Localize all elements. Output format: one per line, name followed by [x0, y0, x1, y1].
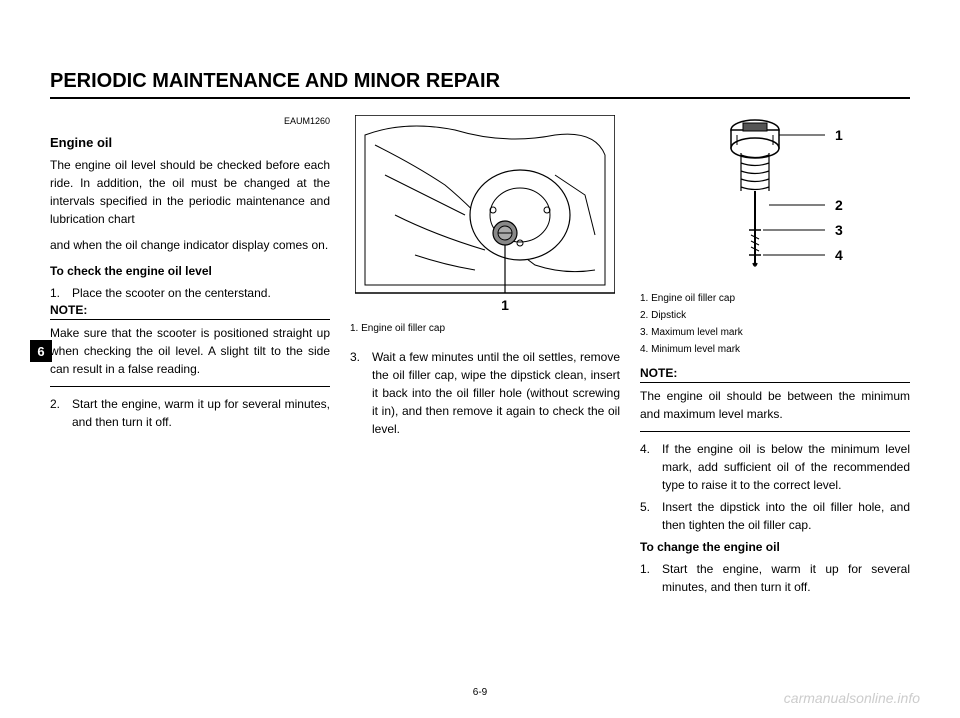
- figure-caption: 2. Dipstick: [640, 308, 910, 323]
- engine-figure: 1: [350, 115, 620, 315]
- list-number: 3.: [350, 348, 372, 438]
- column-2: 1 1. Engine oil filler cap 3. Wait a few…: [350, 115, 620, 600]
- watermark: carmanualsonline.info: [784, 690, 920, 706]
- list-item: 1. Start the engine, warm it up for seve…: [640, 560, 910, 596]
- list-text: Insert the dipstick into the oil filler …: [662, 498, 910, 534]
- list-number: 2.: [50, 395, 72, 431]
- list-number: 1.: [640, 560, 662, 596]
- note-label: NOTE:: [50, 301, 87, 319]
- subheading: To check the engine oil level: [50, 262, 330, 280]
- note-text: Make sure that the scooter is positioned…: [50, 324, 330, 378]
- list-item: 5. Insert the dipstick into the oil fill…: [640, 498, 910, 534]
- page-title: PERIODIC MAINTENANCE AND MINOR REPAIR: [50, 70, 910, 93]
- callout-label: 3: [835, 222, 843, 238]
- list-item: 4. If the engine oil is below the minimu…: [640, 440, 910, 494]
- list-text: Wait a few minutes until the oil settles…: [372, 348, 620, 438]
- list-text: Start the engine, warm it up for several…: [662, 560, 910, 596]
- list-text: If the engine oil is below the minimum l…: [662, 440, 910, 494]
- column-3: 1 2 3 4 1. Engine oil filler cap 2. Dips…: [640, 115, 910, 600]
- list-item: 1. Place the scooter on the centerstand.: [50, 284, 330, 302]
- para-text: The engine oil level should be checked b…: [50, 158, 330, 226]
- list-number: 5.: [640, 498, 662, 534]
- note-text: The engine oil should be between the min…: [640, 387, 910, 423]
- dipstick-figure: 1 2 3 4: [640, 115, 910, 285]
- figure-caption: 1. Engine oil filler cap: [350, 321, 620, 336]
- list-number: 1.: [50, 284, 72, 302]
- note-end-rule: [50, 386, 330, 387]
- list-text: Start the engine, warm it up for several…: [72, 395, 330, 431]
- figure-caption: 3. Maximum level mark: [640, 325, 910, 340]
- list-text: Place the scooter on the centerstand.: [72, 284, 330, 302]
- column-1: EAUM1260 Engine oil The engine oil level…: [50, 115, 330, 600]
- list-item: 2. Start the engine, warm it up for seve…: [50, 395, 330, 431]
- callout-label: 2: [835, 197, 843, 213]
- note-heading-line: NOTE:: [50, 306, 330, 320]
- subheading: To change the engine oil: [640, 538, 910, 556]
- engine-illustration: 1: [355, 115, 615, 315]
- header-rule: [50, 97, 910, 99]
- note-heading-line: NOTE:: [640, 369, 910, 383]
- list-number: 4.: [640, 440, 662, 494]
- code-reference: EAUM1260: [50, 115, 330, 129]
- chapter-tab: 6: [30, 340, 52, 362]
- callout-label: 1: [835, 127, 843, 143]
- dipstick-illustration: 1 2 3 4: [685, 115, 865, 285]
- figure-caption: 1. Engine oil filler cap: [640, 291, 910, 306]
- section-title: Engine oil: [50, 133, 330, 153]
- body-para: The engine oil level should be checked b…: [50, 156, 330, 228]
- note-label: NOTE:: [640, 364, 677, 382]
- body-para: and when the oil change indicator displa…: [50, 236, 330, 254]
- figure-caption: 4. Minimum level mark: [640, 342, 910, 357]
- page-header: PERIODIC MAINTENANCE AND MINOR REPAIR: [50, 70, 910, 99]
- content-columns: EAUM1260 Engine oil The engine oil level…: [50, 115, 910, 600]
- list-item: 3. Wait a few minutes until the oil sett…: [350, 348, 620, 438]
- note-end-rule: [640, 431, 910, 432]
- callout-label: 1: [501, 297, 509, 313]
- callout-label: 4: [835, 247, 843, 263]
